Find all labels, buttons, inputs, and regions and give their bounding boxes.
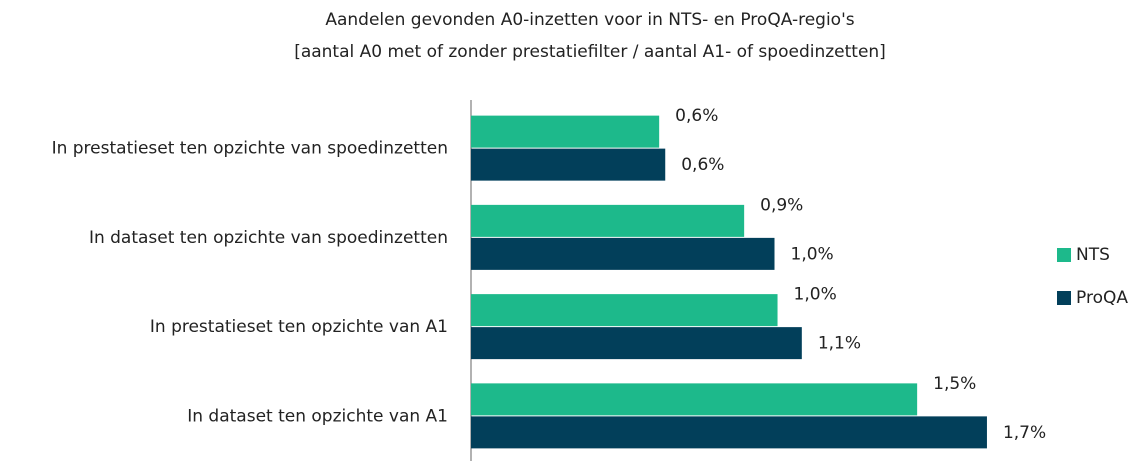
bar [471,115,660,148]
bar [471,327,802,360]
value-label: 1,0% [791,244,834,264]
legend-swatch [1057,291,1071,305]
value-label: 0,6% [675,106,718,126]
y-tick-label: In prestatieset ten opzichte van A1 [150,317,448,337]
bar [471,294,778,327]
bar [471,383,918,416]
y-tick-label: In prestatieset ten opzichte van spoedin… [52,139,448,159]
y-tick-label: In dataset ten opzichte van A1 [187,406,448,426]
bar [471,237,775,270]
value-label: 0,9% [760,195,803,215]
legend-label: NTS [1076,245,1110,265]
legend-label: ProQA [1076,288,1128,308]
bar [471,416,987,449]
chart-title: Aandelen gevonden A0-inzetten voor in NT… [325,10,854,30]
value-label: 0,6% [681,155,724,175]
chart-subtitle: [aantal A0 met of zonder prestatiefilter… [294,42,886,62]
value-label: 1,0% [794,285,837,305]
bar [471,204,745,237]
value-label: 1,1% [818,334,861,354]
legend-swatch [1057,248,1071,262]
value-label: 1,5% [933,374,976,394]
y-tick-label: In dataset ten opzichte van spoedinzette… [89,228,448,248]
bar [471,148,666,181]
value-label: 1,7% [1003,423,1046,443]
